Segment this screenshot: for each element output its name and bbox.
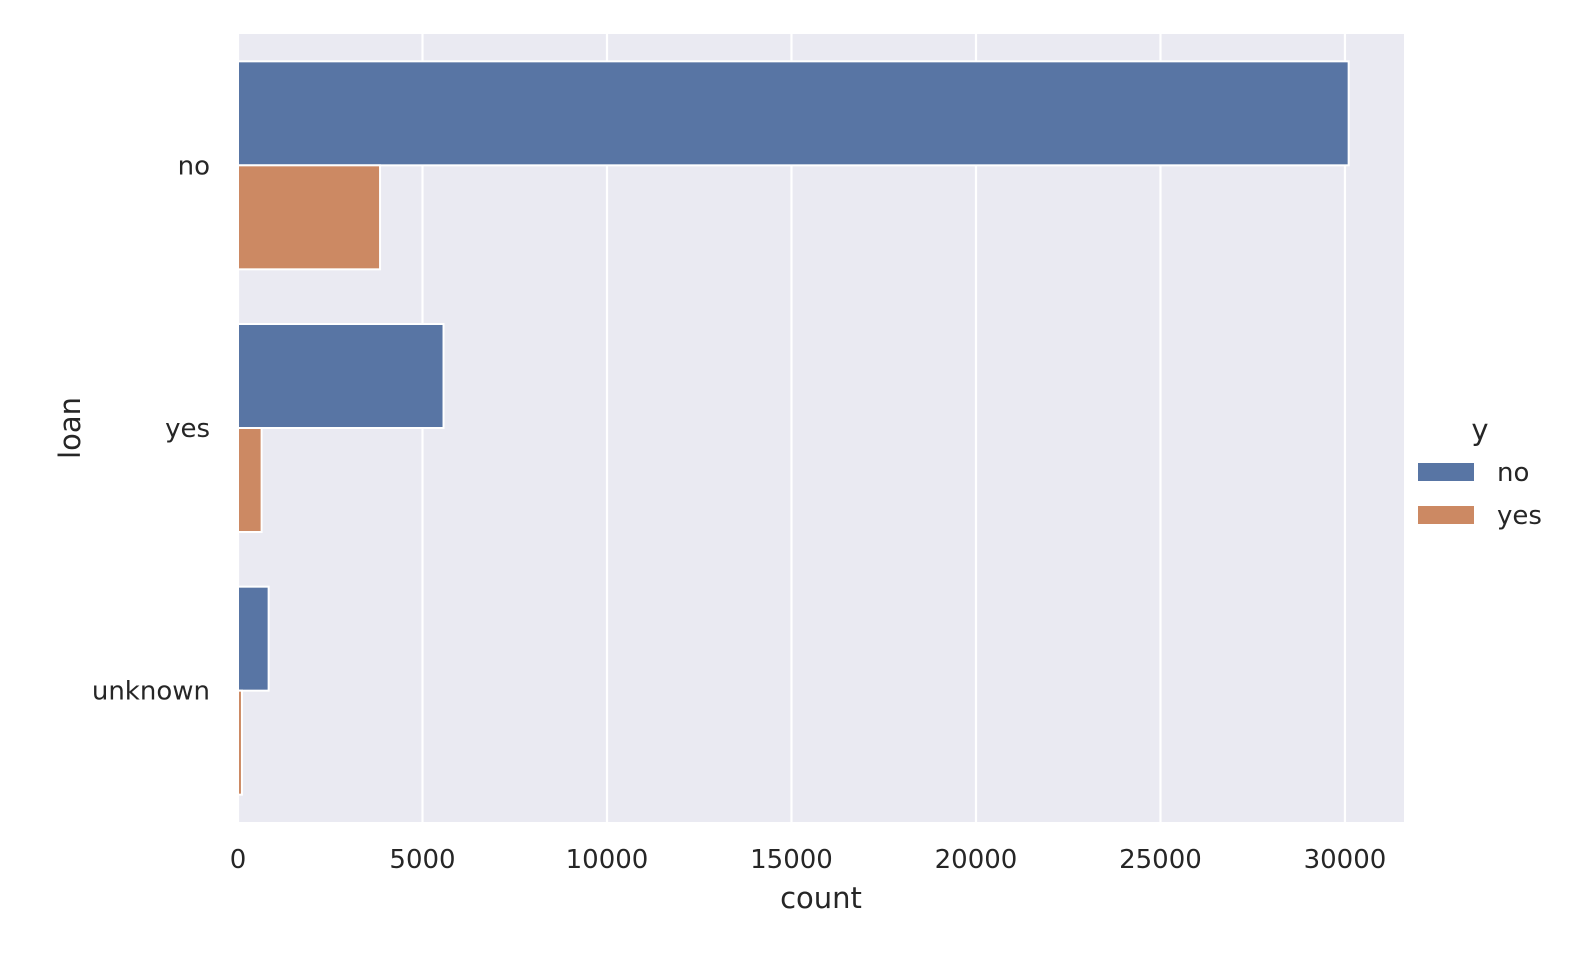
- y-tick-label: unknown: [92, 677, 210, 707]
- bar-no-no: [237, 60, 1350, 167]
- x-axis-label: count: [780, 881, 862, 915]
- x-tick-label: 0: [230, 845, 247, 875]
- x-tick-label: 15000: [750, 845, 833, 875]
- legend-label-yes: yes: [1497, 501, 1542, 531]
- y-tick-label: no: [178, 151, 210, 181]
- x-tick-label: 20000: [935, 845, 1018, 875]
- legend: y no yes: [1418, 413, 1542, 531]
- x-tick-label: 30000: [1304, 845, 1387, 875]
- x-tick-label: 25000: [1119, 845, 1202, 875]
- bar-yes-no: [237, 323, 445, 429]
- bar-yes-yes: [237, 427, 263, 533]
- x-tick-label: 10000: [566, 845, 649, 875]
- legend-title: y: [1471, 413, 1488, 447]
- legend-swatch-yes: [1418, 506, 1474, 524]
- bar-no-yes: [237, 164, 382, 271]
- bar-unknown-no: [237, 585, 270, 692]
- bars: [237, 60, 1350, 796]
- x-tick-label: 5000: [389, 845, 455, 875]
- y-tick-labels: no yes unknown: [92, 151, 210, 706]
- y-tick-label: yes: [165, 414, 210, 444]
- legend-swatch-no: [1418, 463, 1474, 481]
- y-axis-label: loan: [53, 397, 87, 459]
- x-tick-labels: 0 5000 10000 15000 20000 25000 30000: [230, 845, 1387, 875]
- bar-unknown-yes: [237, 689, 243, 796]
- legend-label-no: no: [1497, 458, 1529, 488]
